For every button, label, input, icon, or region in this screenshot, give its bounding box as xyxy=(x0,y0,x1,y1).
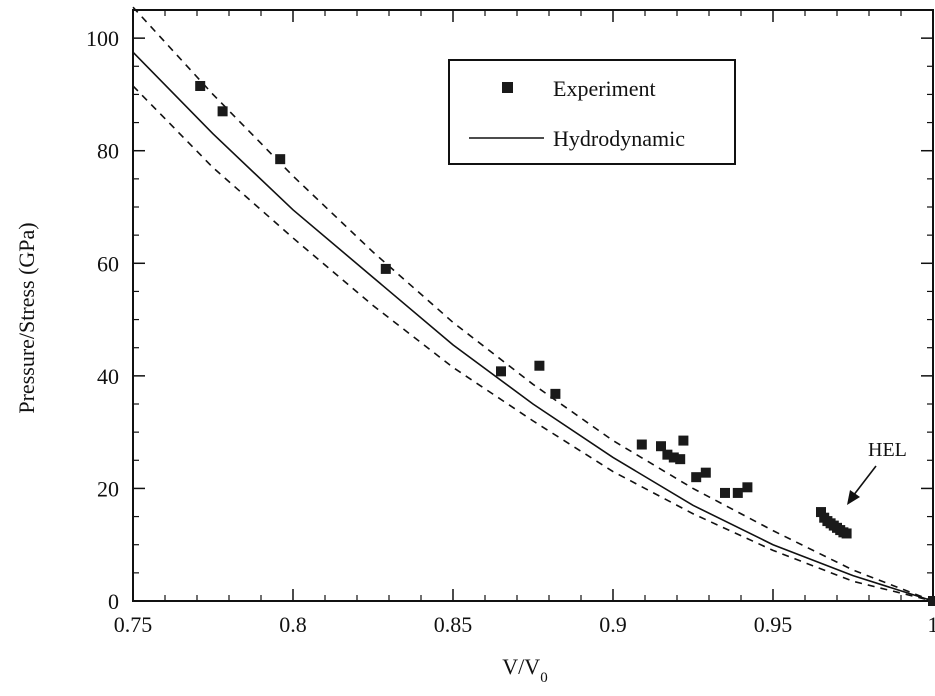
experiment-point xyxy=(636,439,647,450)
experiment-point xyxy=(217,106,228,117)
dashed-bound-line-2 xyxy=(132,6,934,602)
y-tick-label: 60 xyxy=(97,251,119,276)
lines-layer xyxy=(132,6,934,602)
experiment-point xyxy=(275,154,286,165)
experiment-point xyxy=(534,360,545,371)
y-tick-label: 20 xyxy=(97,476,119,501)
dashed-bound-line-3 xyxy=(132,85,934,602)
y-tick-label: 80 xyxy=(97,139,119,164)
experiment-point xyxy=(656,441,666,452)
x-axis-title-subscript: 0 xyxy=(540,670,548,686)
hel-arrow-head xyxy=(847,490,860,505)
experiment-point xyxy=(841,528,852,539)
hydrodynamic-line xyxy=(132,51,934,602)
y-axis-title: Pressure/Stress (GPa) xyxy=(14,222,39,413)
experiment-point xyxy=(742,482,753,493)
x-tick-label: 1 xyxy=(928,612,935,637)
experiment-point xyxy=(700,467,711,478)
experiment-point xyxy=(195,80,206,91)
y-tick-label: 100 xyxy=(86,26,119,51)
x-tick-label: 0.75 xyxy=(114,612,153,637)
experiment-point xyxy=(662,449,673,460)
legend-label-hydrodynamic: Hydrodynamic xyxy=(553,126,685,151)
experiment-point xyxy=(380,263,391,274)
hel-annotation: HEL xyxy=(847,439,907,505)
hel-arrow-shaft xyxy=(852,465,877,497)
ticks-layer: 0.75 0.8 0.85 0.9 0.95 1 0 20 40 60 80 100 xyxy=(86,10,935,637)
experiment-point xyxy=(550,388,561,399)
experiment-point xyxy=(732,487,743,498)
x-tick-label: 0.85 xyxy=(434,612,473,637)
experiment-point xyxy=(675,454,686,465)
x-tick-label: 0.8 xyxy=(279,612,307,637)
y-tick-label: 0 xyxy=(108,589,119,614)
hel-label: HEL xyxy=(868,439,907,461)
x-axis-title: V/V0 xyxy=(502,654,547,686)
legend-marker-experiment xyxy=(502,82,513,93)
experiment-point xyxy=(928,596,935,606)
y-tick-label: 40 xyxy=(97,364,119,389)
experiment-point xyxy=(678,435,689,446)
experiment-point xyxy=(496,366,506,377)
experiment-point xyxy=(691,472,702,483)
experiment-point xyxy=(816,507,826,518)
legend: Experiment Hydrodynamic xyxy=(448,59,736,165)
x-axis-title-main: V/V xyxy=(502,654,540,679)
legend-label-experiment: Experiment xyxy=(553,76,656,101)
x-tick-label: 0.9 xyxy=(599,612,627,637)
points-layer xyxy=(195,80,935,606)
plot-frame xyxy=(132,9,934,602)
experiment-point xyxy=(720,487,730,498)
legend-box xyxy=(448,59,736,165)
experiment-point xyxy=(668,452,679,463)
x-tick-label: 0.95 xyxy=(754,612,793,637)
